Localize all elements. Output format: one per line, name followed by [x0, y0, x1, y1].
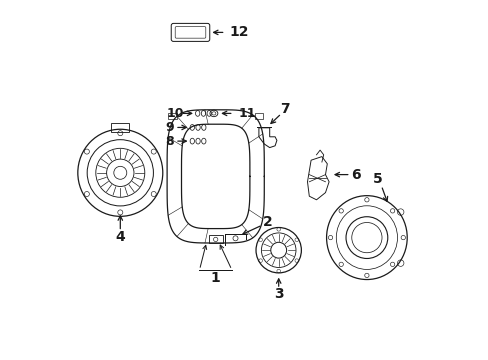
- Text: 9: 9: [165, 121, 174, 134]
- Text: 8: 8: [165, 135, 174, 148]
- Text: 10: 10: [166, 107, 184, 120]
- Text: 7: 7: [280, 102, 289, 116]
- Text: 1: 1: [210, 271, 220, 285]
- Text: 4: 4: [115, 230, 125, 244]
- Bar: [168, 113, 177, 119]
- Text: 2: 2: [263, 216, 272, 229]
- Text: 12: 12: [229, 26, 249, 39]
- Text: 3: 3: [273, 288, 283, 301]
- Text: 11: 11: [238, 107, 255, 120]
- Bar: [254, 113, 263, 119]
- Bar: [208, 235, 222, 243]
- Text: 5: 5: [372, 172, 382, 186]
- Text: 6: 6: [350, 168, 360, 181]
- Bar: [111, 123, 129, 132]
